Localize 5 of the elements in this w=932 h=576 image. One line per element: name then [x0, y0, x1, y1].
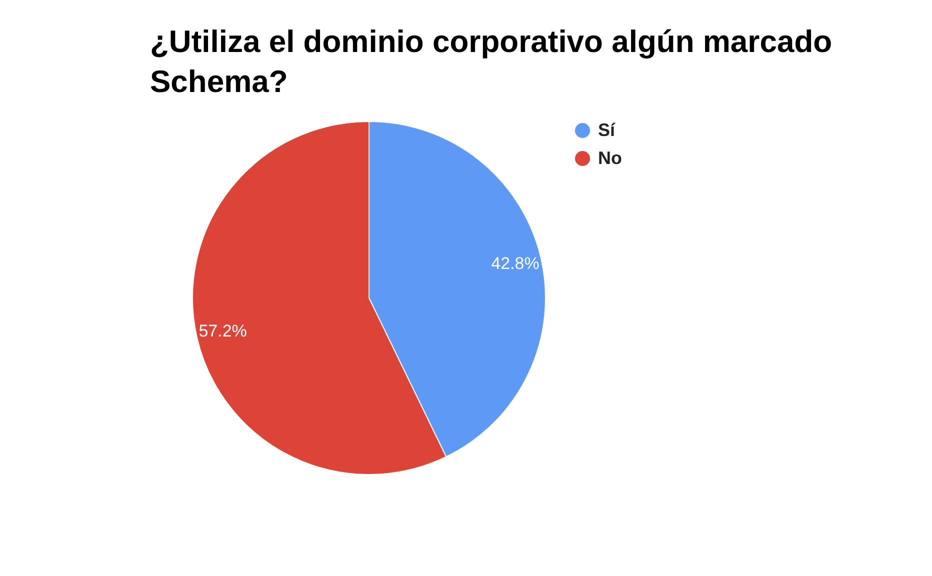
data-label: 42.8%	[491, 254, 540, 274]
legend-label: Sí	[598, 120, 616, 140]
data-label: 57.2%	[198, 321, 247, 340]
legend-label: No	[598, 148, 622, 168]
chart-title: ¿Utiliza el dominio corporativo algún marcado Schema?	[150, 23, 834, 101]
